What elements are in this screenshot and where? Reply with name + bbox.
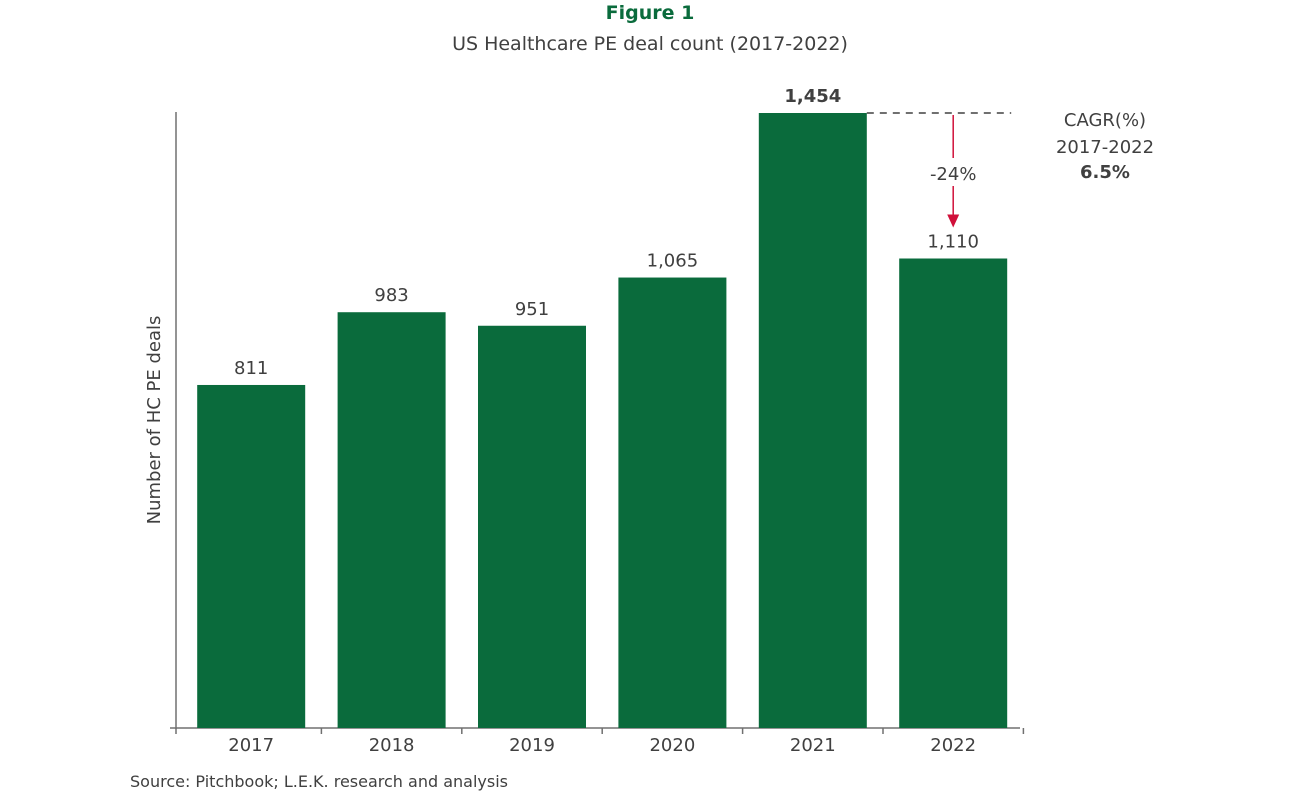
decline-arrow-head-icon [947, 214, 960, 228]
source-note: Source: Pitchbook; L.E.K. research and a… [130, 772, 508, 791]
bar-2018 [337, 312, 446, 728]
x-tick-label-2019: 2019 [509, 735, 555, 756]
bar-2017 [197, 384, 306, 728]
x-tick-label-2021: 2021 [790, 735, 836, 756]
decline-annotation: -24% [930, 164, 977, 185]
cagr-period: 2017-2022 [1055, 137, 1155, 158]
bar-2021 [758, 113, 867, 728]
x-tick-label-2017: 2017 [228, 735, 274, 756]
data-label-2018: 983 [374, 285, 408, 306]
y-axis-label: Number of HC PE deals [144, 316, 165, 525]
x-tick-label-2022: 2022 [930, 735, 976, 756]
bar-2022 [899, 258, 1008, 728]
data-label-2019: 951 [515, 299, 549, 320]
chart-title: Figure 1 [605, 2, 695, 24]
data-label-2022: 1,110 [927, 232, 979, 253]
bar-2020 [618, 277, 727, 728]
x-tick-label-2018: 2018 [369, 735, 415, 756]
bar-2019 [478, 325, 586, 728]
data-label-2021: 1,454 [784, 86, 841, 107]
x-tick-label-2020: 2020 [649, 735, 695, 756]
data-label-2017: 811 [234, 358, 268, 379]
cagr-value: 6.5% [1080, 162, 1130, 183]
data-label-2020: 1,065 [647, 251, 699, 272]
chart-subtitle: US Healthcare PE deal count (2017-2022) [452, 33, 848, 55]
cagr-label: CAGR(%) [1063, 110, 1147, 131]
